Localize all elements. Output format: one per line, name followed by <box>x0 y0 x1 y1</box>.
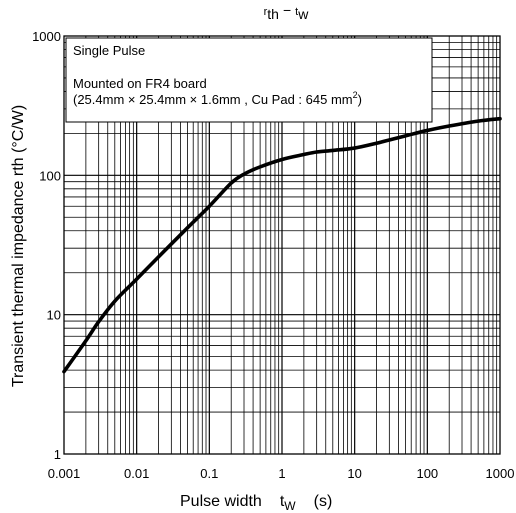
annotation-single-pulse: Single Pulse <box>73 43 145 58</box>
x-axis-unit: (s) <box>314 493 333 510</box>
x-tick-label: 0.1 <box>200 466 218 481</box>
y-tick-label: 100 <box>39 168 61 183</box>
x-axis-label-text: Pulse width <box>180 493 262 510</box>
title-th: th <box>267 6 279 22</box>
y-tick-label: 10 <box>47 308 61 323</box>
chart-title: rth − tw <box>264 2 310 22</box>
x-tick-label: 1000 <box>486 466 515 481</box>
title-w: w <box>297 6 309 22</box>
annotation-board-dims: (25.4mm × 25.4mm × 1.6mm , Cu Pad : 645 … <box>73 90 362 107</box>
x-axis-symbol-sub: W <box>284 499 296 513</box>
impedance-curve <box>62 116 502 374</box>
title-r: r <box>264 6 268 18</box>
x-tick-label: 10 <box>347 466 361 481</box>
x-tick-label: 1 <box>278 466 285 481</box>
x-axis-symbol: t <box>280 493 285 510</box>
title-dash: − <box>283 2 291 18</box>
y-tick-label: 1000 <box>32 29 61 44</box>
annotation-board-dims-text: (25.4mm × 25.4mm × 1.6mm , Cu Pad : 645 … <box>73 92 353 107</box>
plot-frame <box>63 35 501 455</box>
annotation-box: Single Pulse Mounted on FR4 board (25.4m… <box>65 37 433 123</box>
title-t: t <box>295 6 298 18</box>
x-tick-label: 0.001 <box>48 466 81 481</box>
x-axis-label: Pulse width tW (s) <box>180 493 332 513</box>
x-tick-labels: 0.001 0.01 0.1 1 10 100 1000 <box>48 466 515 481</box>
annotation-close: ) <box>358 92 362 107</box>
annotation-superscript: 2 <box>353 90 358 100</box>
y-tick-labels: 1 10 100 1000 <box>32 29 61 462</box>
x-tick-label: 100 <box>416 466 438 481</box>
y-tick-label: 1 <box>54 447 61 462</box>
x-tick-label: 0.01 <box>124 466 149 481</box>
annotation-mounted: Mounted on FR4 board <box>73 76 207 91</box>
y-axis-label: Transient thermal impedance rth (°C/W) <box>10 105 27 387</box>
